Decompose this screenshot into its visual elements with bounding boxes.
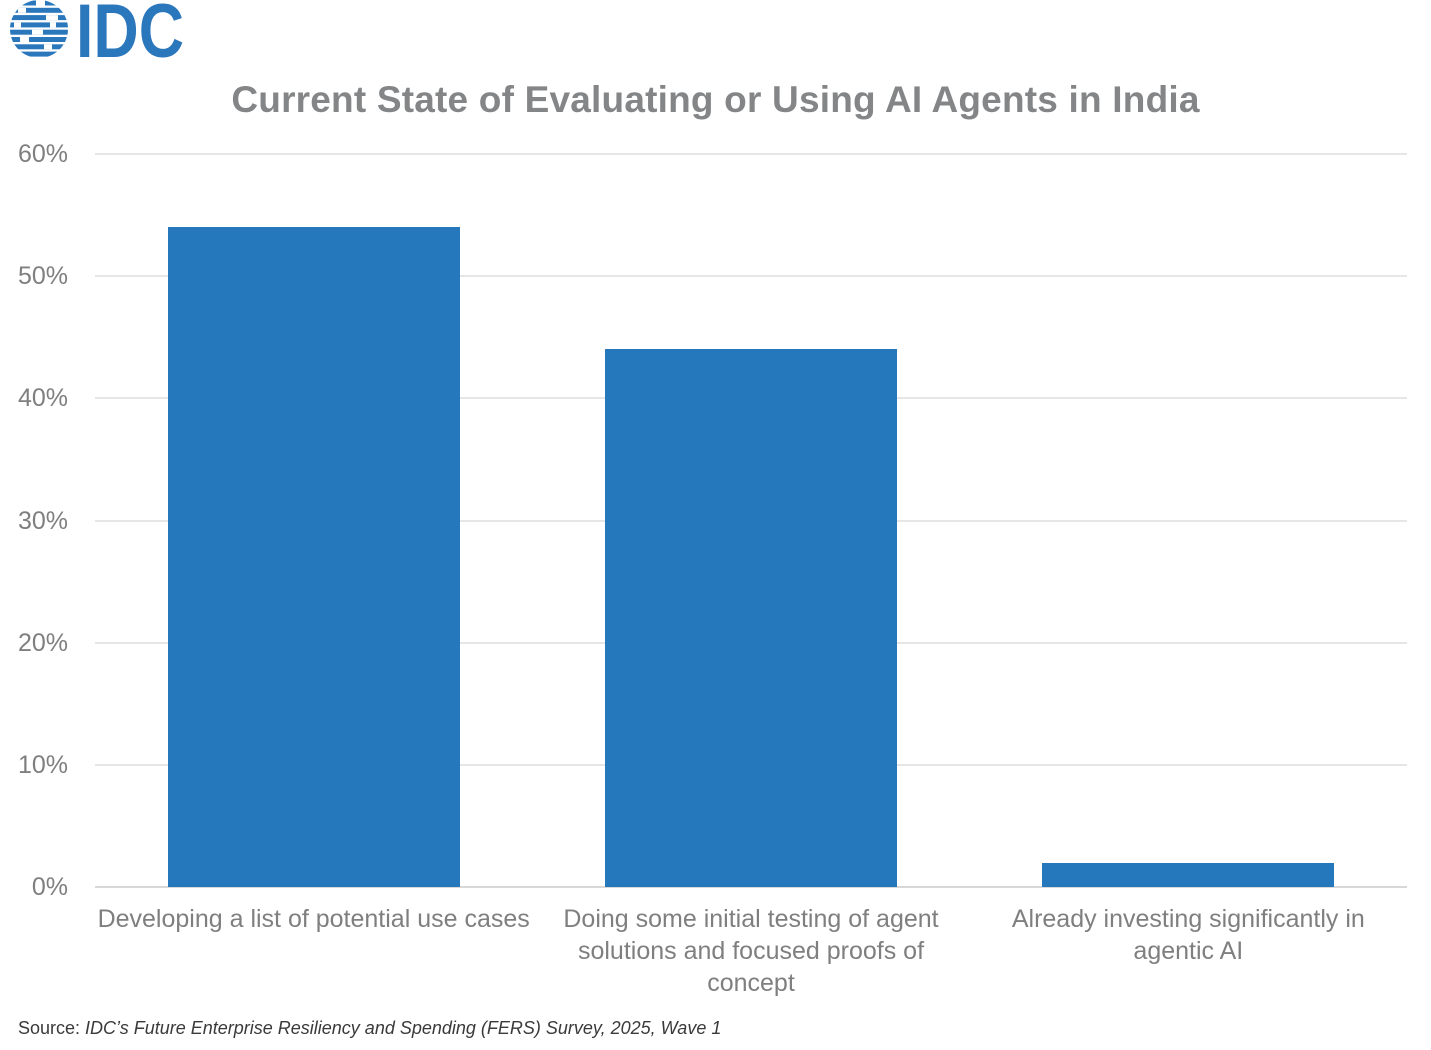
y-tick-label: 60%: [17, 140, 68, 168]
y-tick-label: 30%: [17, 506, 68, 535]
x-category-label: Developing a list of potential use cases: [97, 905, 530, 933]
x-category-label: Doing some initial testing of agent solu…: [563, 905, 939, 997]
idc-logo: IDC: [6, 0, 186, 60]
x-axis-line: [95, 886, 1407, 888]
bar-3: [1042, 862, 1335, 887]
gridline: [95, 275, 1407, 278]
x-axis: Developing a list of potential use cases…: [95, 903, 1407, 1013]
y-axis: 0% 10% 20% 30% 40% 50% 60%: [0, 140, 68, 901]
chart-title: Current State of Evaluating or Using AI …: [231, 79, 1200, 120]
bar-1: [167, 227, 460, 887]
idc-logo-graphic: IDC: [10, 0, 184, 60]
y-tick-label: 50%: [17, 262, 68, 291]
source-citation: IDC’s Future Enterprise Resiliency and S…: [85, 1018, 722, 1038]
x-category-label: Already investing significantly in agent…: [1011, 905, 1365, 965]
y-tick-label: 10%: [17, 750, 68, 779]
y-tick-label: 0%: [31, 873, 68, 901]
source-note: Source: IDC’s Future Enterprise Resilien…: [18, 1018, 721, 1039]
globe-icon: [10, 0, 68, 57]
idc-logo-text: IDC: [76, 0, 184, 60]
y-tick-label: 40%: [17, 384, 68, 413]
plot-area: [95, 153, 1407, 888]
source-prefix: Source:: [18, 1018, 86, 1038]
gridline: [95, 153, 1407, 155]
bar-2: [605, 349, 897, 887]
y-tick-label: 20%: [17, 628, 68, 657]
